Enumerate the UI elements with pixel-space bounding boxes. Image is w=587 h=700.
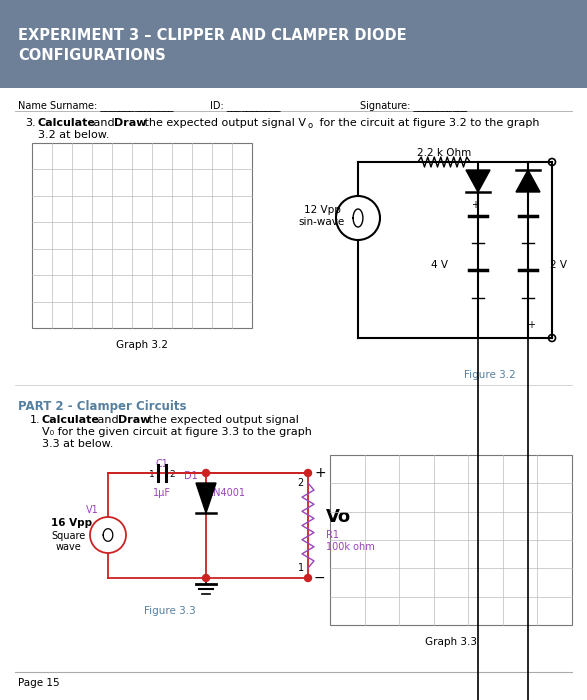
Text: R1: R1 — [326, 531, 339, 540]
Text: 4 V: 4 V — [431, 260, 448, 270]
Text: Figure 3.2: Figure 3.2 — [464, 370, 516, 380]
Text: Name Surname: _______________: Name Surname: _______________ — [18, 100, 174, 111]
Text: 3.2 at below.: 3.2 at below. — [38, 130, 110, 140]
Circle shape — [203, 470, 210, 477]
Text: 12 Vpp: 12 Vpp — [303, 205, 340, 215]
Polygon shape — [466, 170, 490, 192]
Text: −: − — [314, 571, 326, 585]
Text: +: + — [314, 466, 326, 480]
Text: V1: V1 — [86, 505, 99, 515]
Bar — [0, 0, 587, 88]
Text: Calculate: Calculate — [42, 415, 100, 425]
Circle shape — [305, 575, 312, 582]
Text: PART 2 - Clamper Circuits: PART 2 - Clamper Circuits — [18, 400, 187, 413]
Text: V₀ for the given circuit at figure 3.3 to the graph: V₀ for the given circuit at figure 3.3 t… — [42, 427, 312, 437]
Text: the expected output signal: the expected output signal — [145, 415, 299, 425]
Bar — [32, 143, 252, 328]
Text: the expected output signal V: the expected output signal V — [141, 118, 306, 128]
Text: Calculate: Calculate — [38, 118, 96, 128]
Text: Page 15: Page 15 — [18, 678, 60, 688]
Text: Draw: Draw — [118, 415, 150, 425]
Text: Draw: Draw — [114, 118, 147, 128]
Text: +: + — [527, 320, 535, 330]
Text: sin-wave: sin-wave — [299, 217, 345, 227]
Text: +: + — [471, 200, 479, 210]
Text: Graph 3.3: Graph 3.3 — [425, 637, 477, 647]
Text: Square: Square — [51, 531, 85, 541]
Polygon shape — [516, 170, 540, 192]
Text: 1: 1 — [298, 563, 304, 573]
Text: ID: ___________: ID: ___________ — [210, 100, 281, 111]
Text: Figure 3.3: Figure 3.3 — [144, 606, 196, 616]
Text: 2: 2 — [169, 470, 175, 479]
Text: 1: 1 — [149, 470, 155, 479]
Circle shape — [203, 575, 210, 582]
Text: and: and — [94, 415, 122, 425]
Text: EXPERIMENT 3 – CLIPPER AND CLAMPER DIODE
CONFIGURATIONS: EXPERIMENT 3 – CLIPPER AND CLAMPER DIODE… — [18, 28, 407, 64]
Text: wave: wave — [55, 542, 81, 552]
Text: and: and — [90, 118, 118, 128]
Text: Vo: Vo — [326, 508, 351, 526]
Text: 1μF: 1μF — [153, 488, 171, 498]
Text: o: o — [308, 121, 313, 130]
Polygon shape — [196, 483, 216, 513]
Text: 1N4001: 1N4001 — [208, 488, 246, 498]
Text: 3.3 at below.: 3.3 at below. — [42, 439, 113, 449]
Text: 16 Vpp: 16 Vpp — [52, 518, 93, 528]
Text: D1: D1 — [184, 471, 198, 481]
Text: Graph 3.2: Graph 3.2 — [116, 340, 168, 350]
Text: 2: 2 — [298, 478, 304, 488]
Text: 100k ohm: 100k ohm — [326, 542, 375, 552]
Bar — [330, 455, 572, 625]
Text: for the circuit at figure 3.2 to the graph: for the circuit at figure 3.2 to the gra… — [316, 118, 539, 128]
Text: 2 V: 2 V — [550, 260, 567, 270]
Text: 3.: 3. — [25, 118, 36, 128]
Text: C1: C1 — [156, 459, 168, 469]
Circle shape — [305, 470, 312, 477]
Text: 2.2 k Ohm: 2.2 k Ohm — [417, 148, 471, 158]
Text: 1.: 1. — [30, 415, 41, 425]
Text: Signature: ___________: Signature: ___________ — [360, 100, 467, 111]
